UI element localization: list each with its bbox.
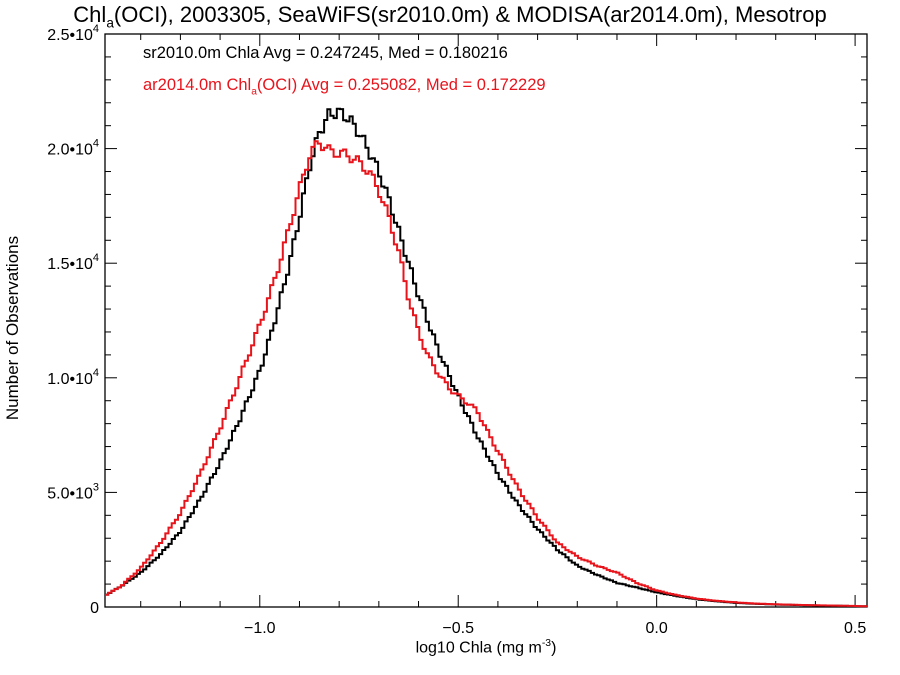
axis-ticks: −1.0 −0.5 0.0 0.5 0 5.0•103 1.0•104 1.5•104 2.0•…	[47, 23, 867, 637]
y-tick-label: 1.0•104	[47, 367, 99, 388]
legend-red-pre: ar2014.0m Chl	[143, 76, 252, 94]
x-tick-label: 0.5	[844, 620, 866, 637]
y-axis-label: Number of Observations	[3, 236, 23, 420]
legend-black-text: sr2010.0m Chla Avg = 0.247245, Med = 0.1…	[143, 44, 508, 62]
legend-red-post: (OCI) Avg = 0.255082, Med = 0.172229	[256, 76, 546, 94]
chart-title-rest: (OCI), 2003305, SeaWiFS(sr2010.0m) & MOD…	[113, 2, 827, 27]
x-axis-label-superscript: -3	[541, 638, 552, 649]
series-line-red	[105, 140, 867, 608]
x-tick-label: 0.0	[646, 620, 668, 637]
y-axis-label-text: Number of Observations	[3, 235, 22, 421]
x-axis-label: log10 Chla (mg m-3)	[105, 638, 867, 657]
y-tick-label: 5.0•103	[47, 481, 99, 502]
series-lines	[105, 107, 867, 608]
legend-black: sr2010.0m Chla Avg = 0.247245, Med = 0.1…	[143, 44, 508, 63]
x-tick-label: −1.0	[244, 620, 276, 637]
x-axis-label-main: log10 Chla (mg m	[415, 639, 542, 657]
y-tick-label: 1.5•104	[47, 252, 99, 273]
y-tick-label: 0	[90, 600, 99, 617]
y-tick-label: 2.0•104	[47, 138, 99, 159]
x-axis-label-end: )	[551, 639, 557, 657]
y-tick-label: 2.5•104	[47, 23, 99, 44]
legend-red: ar2014.0m Chla(OCI) Avg = 0.255082, Med …	[143, 76, 546, 97]
chart-title-subscript: a	[106, 15, 114, 31]
x-tick-label: −0.5	[442, 620, 474, 637]
plot-frame	[104, 33, 868, 608]
series-line-black	[105, 107, 867, 608]
legend-red-subscript: a	[251, 86, 257, 98]
chart-title: Chla(OCI), 2003305, SeaWiFS(sr2010.0m) &…	[0, 2, 900, 30]
chart-title-main: Chl	[73, 2, 107, 27]
